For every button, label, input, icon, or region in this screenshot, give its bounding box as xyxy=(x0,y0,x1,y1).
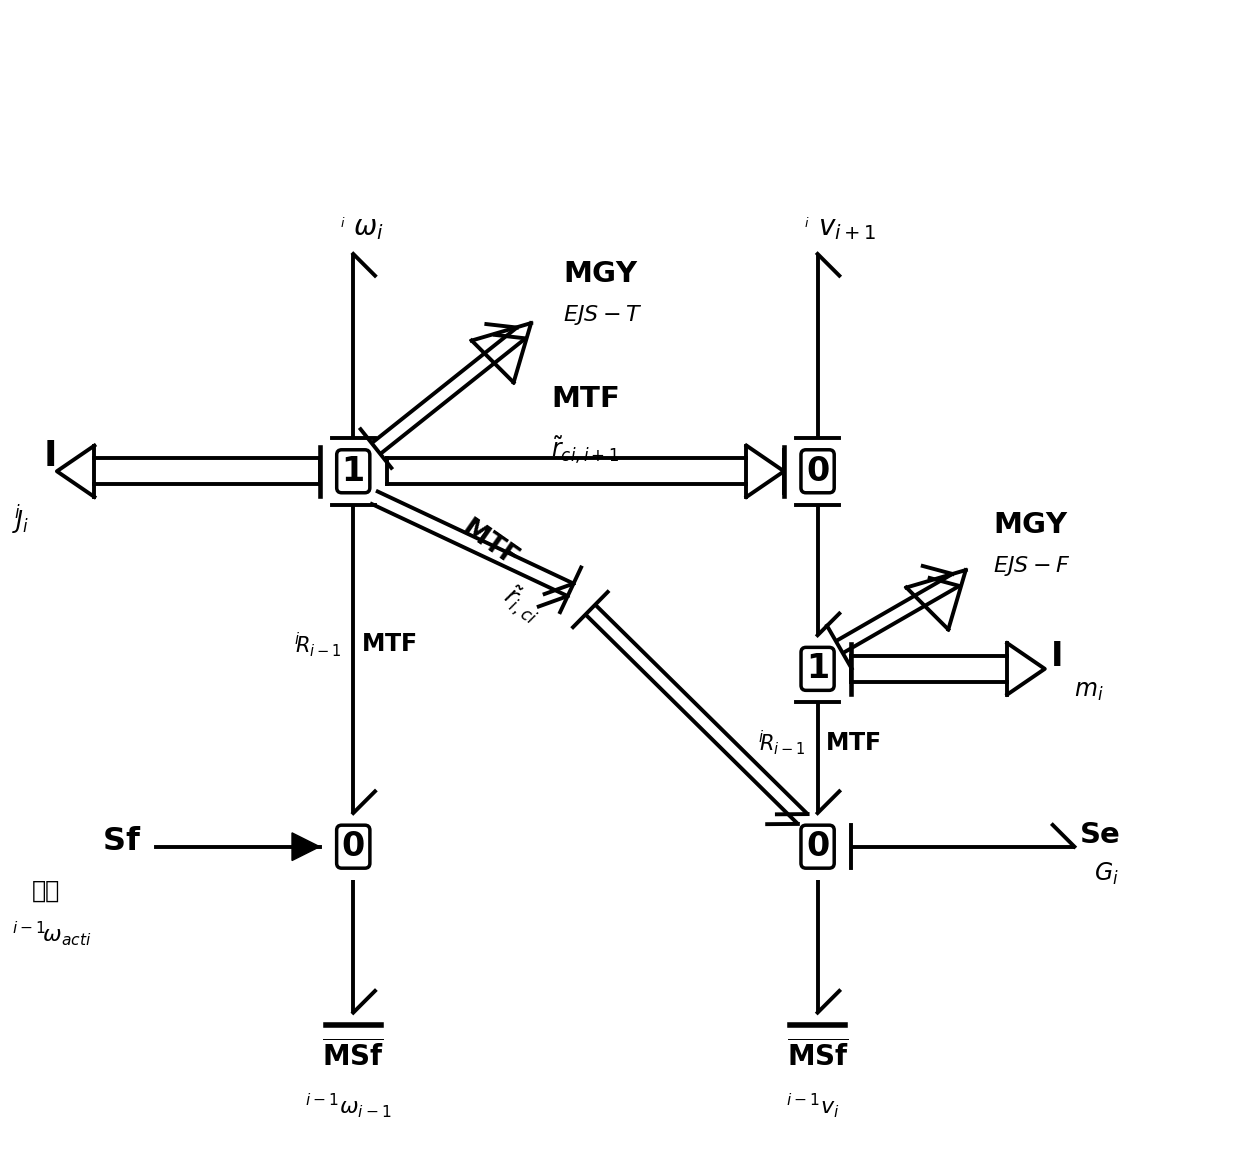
Polygon shape xyxy=(291,833,320,860)
Text: $EJS-F$: $EJS-F$ xyxy=(993,554,1070,578)
Text: $v_{i+1}$: $v_{i+1}$ xyxy=(817,214,875,242)
Text: $\overline{\mathbf{MSf}}$: $\overline{\mathbf{MSf}}$ xyxy=(322,1040,384,1072)
Text: $\mathbf{MTF}$: $\mathbf{MTF}$ xyxy=(826,731,882,754)
Text: ${}^i$: ${}^i$ xyxy=(804,218,810,236)
Text: 1: 1 xyxy=(342,454,365,488)
Text: 电机: 电机 xyxy=(32,879,61,903)
Text: $\overline{\mathbf{MSf}}$: $\overline{\mathbf{MSf}}$ xyxy=(786,1040,848,1072)
Text: ${}^{i-1}\!\omega_{acti}$: ${}^{i-1}\!\omega_{acti}$ xyxy=(12,919,92,948)
Text: $G_i$: $G_i$ xyxy=(1094,861,1118,888)
Text: $\mathbf{Se}$: $\mathbf{Se}$ xyxy=(1079,821,1121,849)
Text: $\mathbf{MGY}$: $\mathbf{MGY}$ xyxy=(993,511,1070,538)
Text: 1: 1 xyxy=(806,652,830,685)
Text: ${}^i\!R_{i-1}$: ${}^i\!R_{i-1}$ xyxy=(294,630,341,659)
Text: $\omega_i$: $\omega_i$ xyxy=(353,214,384,242)
Text: 0: 0 xyxy=(806,830,830,864)
Text: $\mathbf{MGY}$: $\mathbf{MGY}$ xyxy=(563,260,639,288)
Text: $\mathbf{MTF}$: $\mathbf{MTF}$ xyxy=(458,514,523,572)
Text: $m_i$: $m_i$ xyxy=(1074,678,1104,703)
Text: $\tilde{r}_{i,ci}$: $\tilde{r}_{i,ci}$ xyxy=(496,580,546,628)
Text: ${}^{i-1}v_i$: ${}^{i-1}v_i$ xyxy=(786,1091,839,1120)
Text: 0: 0 xyxy=(806,454,830,488)
Text: ${}^{i-1}\omega_{i-1}$: ${}^{i-1}\omega_{i-1}$ xyxy=(305,1091,392,1120)
Text: $\mathbf{I}$: $\mathbf{I}$ xyxy=(43,439,55,474)
Text: ${}^i$: ${}^i$ xyxy=(340,218,346,236)
Text: $\mathbf{Sf}$: $\mathbf{Sf}$ xyxy=(102,826,141,857)
Text: ${}^i\!J_i$: ${}^i\!J_i$ xyxy=(12,504,30,537)
Text: $\mathbf{I}$: $\mathbf{I}$ xyxy=(1050,641,1061,674)
Text: $\mathbf{MTF}$: $\mathbf{MTF}$ xyxy=(552,385,620,413)
Text: 0: 0 xyxy=(342,830,365,864)
Text: $\tilde{r}_{ci,i+1}$: $\tilde{r}_{ci,i+1}$ xyxy=(552,434,619,465)
Text: ${}^i\!R_{i-1}$: ${}^i\!R_{i-1}$ xyxy=(758,729,806,758)
Text: $EJS-T$: $EJS-T$ xyxy=(563,304,642,327)
Text: $\mathbf{MTF}$: $\mathbf{MTF}$ xyxy=(361,632,417,657)
